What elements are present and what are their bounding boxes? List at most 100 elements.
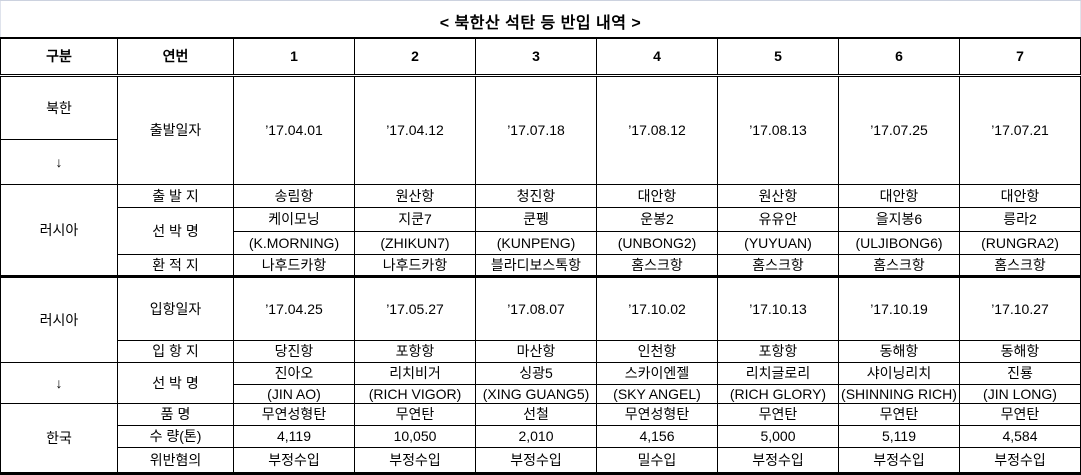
ship1-en-1: (K.MORNING): [233, 231, 355, 255]
row-label-product: 품 명: [117, 403, 234, 426]
row-product: 한국 품 명 무연성형탄 무연탄 선철 무연성형탄 무연탄 무연탄 무연탄: [0, 403, 1081, 474]
product-4: 무연성형탄: [596, 403, 718, 426]
ship1-ko-4: 운봉2: [596, 207, 718, 232]
row-ship1-ko: 선 박 명 케이모닝 지쿤7 쿤펭 운봉2 유유안 을지봉6 릉라2: [1, 207, 1081, 255]
ship1-ko-3: 쿤펭: [475, 207, 597, 232]
arrival-date-1: ’17.04.25: [233, 276, 355, 341]
row-violation: 위반혐의 부정수입 부정수입 부정수입 밀수입 부정수입 부정수입 부정수입: [1, 447, 1081, 475]
ship2-en-6: (SHINNING RICH): [838, 384, 960, 404]
arrival-date-7: ’17.10.27: [959, 276, 1081, 341]
row-label-departure-port: 출 발 지: [117, 184, 234, 208]
departure-port-1: 송림항: [233, 184, 355, 208]
violation-4: 밀수입: [596, 447, 718, 475]
ship1-ko-1: 케이모닝: [233, 207, 355, 232]
departure-port-4: 대안항: [596, 184, 718, 208]
row-ship2-ko: ↓ 선 박 명 진아오 리치비거 싱광5 스카이엔젤 리치글로리 샤이닝리치 진…: [0, 362, 1081, 404]
ship1-en-6: (ULJIBONG6): [838, 231, 960, 255]
transship-port-1: 나후드카항: [233, 254, 355, 278]
row-quantity: 수 량(톤) 4,119 10,050 2,010 4,156 5,000 5,…: [1, 425, 1081, 448]
import-details-table: 구분 연번 1 2 3 4 5 6 7 북한 출발일자 ’17.04.01 ’1…: [0, 37, 1081, 475]
col-header-3: 3: [475, 37, 597, 77]
transship-port-7: 홈스크항: [959, 254, 1081, 278]
ship1-en-7: (RUNGRA2): [959, 231, 1081, 255]
row-label-violation: 위반혐의: [117, 447, 234, 475]
violation-1: 부정수입: [233, 447, 355, 475]
product-3: 선철: [475, 403, 597, 426]
ship2-en-4: (SKY ANGEL): [596, 384, 718, 404]
row-arrival-port: 입 항 지 당진항 포항항 마산항 인천항 포항항 동해항 동해항: [1, 340, 1081, 363]
violation-6: 부정수입: [838, 447, 960, 475]
ship2-ko-3: 싱광5: [475, 362, 597, 385]
ship1-en-5: (YUYUAN): [717, 231, 839, 255]
departure-date-1: ’17.04.01: [233, 75, 355, 185]
col-header-7: 7: [959, 37, 1081, 77]
transship-port-2: 나후드카항: [354, 254, 476, 278]
ship1-ko-6: 을지봉6: [838, 207, 960, 232]
group-label-north-korea: 북한: [0, 75, 118, 140]
departure-date-7: ’17.07.21: [959, 75, 1081, 185]
arrival-date-4: ’17.10.02: [596, 276, 718, 341]
quantity-2: 10,050: [354, 425, 476, 448]
col-header-6: 6: [838, 37, 960, 77]
row-ship1-en: (K.MORNING) (ZHIKUN7) (KUNPENG) (UNBONG2…: [1, 231, 1081, 255]
quantity-3: 2,010: [475, 425, 597, 448]
down-arrow-icon: ↓: [0, 139, 118, 185]
quantity-7: 4,584: [959, 425, 1081, 448]
violation-7: 부정수입: [959, 447, 1081, 475]
row-departure-date: 북한 출발일자 ’17.04.01 ’17.04.12 ’17.07.18 ’1…: [0, 75, 1081, 185]
departure-port-6: 대안항: [838, 184, 960, 208]
product-2: 무연탄: [354, 403, 476, 426]
row-label-quantity: 수 량(톤): [117, 425, 234, 448]
arrival-port-7: 동해항: [959, 340, 1081, 363]
ship2-ko-6: 샤이닝리치: [838, 362, 960, 385]
group-label-russia-2: 러시아: [0, 276, 118, 363]
arrival-date-5: ’17.10.13: [717, 276, 839, 341]
ship2-ko-1: 진아오: [233, 362, 355, 385]
group-label-korea: 한국: [0, 403, 118, 474]
transship-port-5: 홈스크항: [717, 254, 839, 278]
product-1: 무연성형탄: [233, 403, 355, 426]
arrival-port-5: 포항항: [717, 340, 839, 363]
arrival-port-3: 마산항: [475, 340, 597, 363]
ship1-ko-7: 릉라2: [959, 207, 1081, 232]
quantity-5: 5,000: [717, 425, 839, 448]
transship-port-6: 홈스크항: [838, 254, 960, 278]
quantity-1: 4,119: [233, 425, 355, 448]
violation-3: 부정수입: [475, 447, 597, 475]
ship1-ko-2: 지쿤7: [354, 207, 476, 232]
product-6: 무연탄: [838, 403, 960, 426]
ship2-ko-5: 리치글로리: [717, 362, 839, 385]
transship-port-4: 홈스크항: [596, 254, 718, 278]
row-label-ship1: 선 박 명: [117, 207, 234, 255]
transship-port-3: 블라디보스톡항: [475, 254, 597, 278]
quantity-4: 4,156: [596, 425, 718, 448]
product-5: 무연탄: [717, 403, 839, 426]
ship2-en-7: (JIN LONG): [959, 384, 1081, 404]
header-row: 구분 연번 1 2 3 4 5 6 7: [0, 37, 1081, 77]
col-header-2: 2: [354, 37, 476, 77]
arrival-port-1: 당진항: [233, 340, 355, 363]
row-label-departure-date: 출발일자: [117, 75, 234, 185]
col-header-4: 4: [596, 37, 718, 77]
ship2-en-3: (XING GUANG5): [475, 384, 597, 404]
departure-date-4: ’17.08.12: [596, 75, 718, 185]
col-header-5: 5: [717, 37, 839, 77]
down-arrow-icon-2: ↓: [0, 362, 118, 404]
ship1-en-2: (ZHIKUN7): [354, 231, 476, 255]
departure-port-5: 원산항: [717, 184, 839, 208]
row-label-arrival-date: 입항일자: [117, 276, 234, 341]
arrival-date-2: ’17.05.27: [354, 276, 476, 341]
violation-2: 부정수입: [354, 447, 476, 475]
arrival-port-6: 동해항: [838, 340, 960, 363]
ship2-ko-2: 리치비거: [354, 362, 476, 385]
ship1-en-3: (KUNPENG): [475, 231, 597, 255]
departure-date-5: ’17.08.13: [717, 75, 839, 185]
col-header-yeonbeon: 연번: [117, 37, 234, 77]
ship2-ko-4: 스카이엔젤: [596, 362, 718, 385]
departure-date-2: ’17.04.12: [354, 75, 476, 185]
arrival-date-3: ’17.08.07: [475, 276, 597, 341]
col-header-1: 1: [233, 37, 355, 77]
row-arrival-date: 러시아 입항일자 ’17.04.25 ’17.05.27 ’17.08.07 ’…: [0, 276, 1081, 363]
col-header-gubun: 구분: [0, 37, 118, 77]
